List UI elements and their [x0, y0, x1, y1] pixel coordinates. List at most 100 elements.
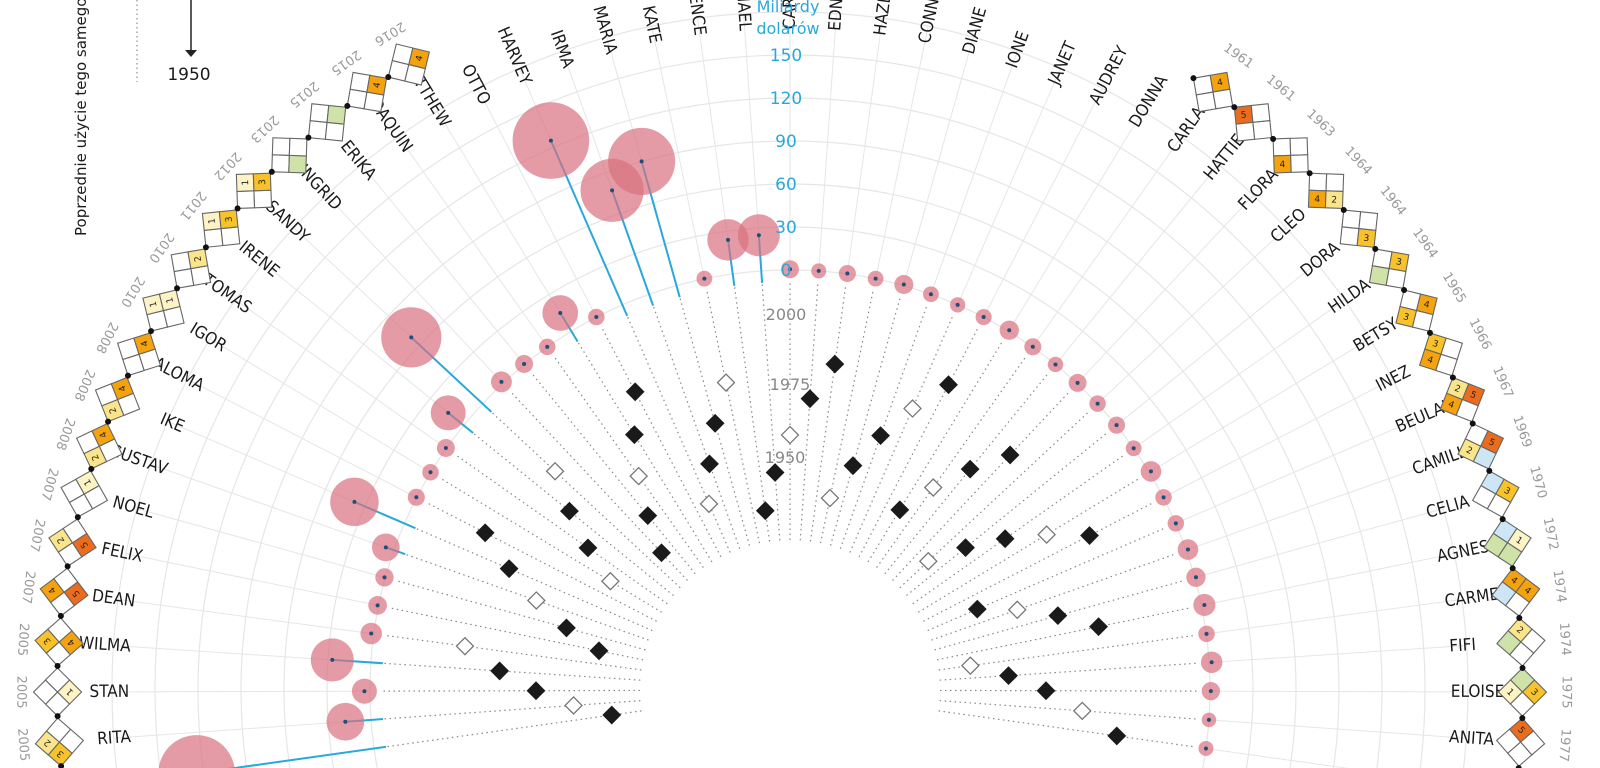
category-number: 3 — [224, 216, 235, 223]
box-corner-dot — [1509, 565, 1516, 572]
category-box: 4 — [344, 71, 388, 113]
category-number: 4 — [47, 584, 59, 595]
storm-name-label: ERIKA — [336, 137, 380, 185]
timeline-spoke — [938, 634, 1197, 671]
damage-bubble — [158, 735, 235, 768]
damage-bubble-center — [1209, 660, 1214, 665]
previous-use-marker — [960, 459, 980, 479]
storm-name-label: IRMA — [546, 28, 578, 72]
box-corner-dot — [124, 372, 131, 379]
previous-use-marker — [755, 501, 775, 521]
grid-spoke — [209, 338, 432, 473]
arrow-down-icon — [185, 50, 197, 57]
category-cell — [1504, 591, 1531, 617]
category-cell — [1235, 121, 1256, 142]
timeline-spoke — [425, 501, 657, 622]
damage-bubble-center — [443, 445, 448, 450]
category-number: 1 — [207, 218, 218, 225]
category-cell — [1212, 88, 1234, 110]
value-axis-title-line1: Miliardy — [757, 0, 820, 16]
previous-use-marker — [589, 641, 609, 661]
previous-use-marker — [843, 456, 863, 476]
category-cell — [187, 248, 209, 270]
category-cell — [236, 190, 256, 209]
timeline-spoke — [761, 280, 781, 541]
retirement-year: 1972 — [1540, 516, 1561, 551]
box-corner-dot — [344, 102, 351, 109]
damage-bubble-center — [369, 631, 374, 636]
category-cell — [1252, 120, 1273, 140]
damage-bubble-center — [383, 545, 388, 550]
timeline-spoke — [379, 689, 641, 692]
storm-name-label: CAROL — [780, 0, 800, 29]
category-box: 32 — [34, 717, 85, 768]
damage-bubbles — [158, 102, 1223, 768]
damage-bubble-center — [1203, 746, 1208, 751]
grid-spoke — [326, 194, 504, 384]
grid-spoke — [1201, 553, 1455, 607]
damage-bubble-center — [726, 237, 731, 242]
category-cell — [349, 71, 371, 93]
category-cell — [1435, 353, 1458, 377]
category-number: 1 — [1504, 687, 1515, 698]
category-number: 5 — [1469, 390, 1478, 401]
legend: Poprzednie użycie tego samego 1950 — [72, 0, 211, 236]
retirement-year: 1967 — [1489, 364, 1516, 400]
damage-bubble-center — [409, 335, 414, 340]
box-corner-dot — [1519, 665, 1526, 672]
category-cell — [1385, 267, 1407, 289]
grid-spoke — [903, 37, 974, 286]
box-corner-dot — [1401, 286, 1408, 293]
category-cell — [158, 289, 181, 312]
category-cell — [366, 74, 388, 96]
storm-name-label: DORA — [1297, 238, 1344, 282]
legend-arrow-year: 1950 — [167, 65, 210, 85]
grid-spoke — [1115, 262, 1317, 426]
previous-use-marker — [1107, 726, 1127, 746]
category-number: 3 — [1363, 234, 1370, 245]
box-corner-dot — [54, 713, 61, 720]
previous-use-marker — [700, 454, 719, 474]
category-box: 3 — [1368, 245, 1410, 289]
grid-spoke — [1008, 110, 1144, 332]
value-tick-label: 90 — [775, 132, 797, 152]
grid-spoke — [263, 262, 465, 426]
previous-use-marker — [638, 506, 658, 526]
category-box: 5 — [1231, 103, 1273, 142]
previous-use-marker — [578, 538, 598, 558]
damage-bubble-center — [382, 575, 387, 580]
timeline-spoke — [867, 339, 1004, 563]
category-cell — [45, 717, 72, 743]
category-cell — [271, 137, 291, 156]
category-cell — [408, 47, 431, 70]
category-number: 1 — [83, 477, 95, 487]
category-number: 4 — [140, 339, 151, 348]
category-number: 1 — [165, 296, 176, 304]
timeline-spoke — [829, 295, 902, 546]
timeline-spoke — [705, 288, 761, 544]
damage-bubble-center — [545, 344, 550, 349]
category-cell — [271, 154, 290, 173]
damage-bubble-center — [1193, 575, 1198, 580]
category-cell — [220, 226, 241, 247]
category-cell — [1290, 154, 1309, 173]
storm-name-label: CONNIE — [915, 0, 947, 45]
box-corner-dot — [1449, 374, 1456, 381]
value-tick-label: 150 — [770, 46, 802, 66]
value-axis: Miliardy dolarów 0 30 60 90 120 150 — [756, 0, 819, 281]
damage-bubble-center — [1131, 446, 1136, 451]
box-corner-dot — [105, 418, 112, 425]
storm-name-label: AUDREY — [1086, 42, 1133, 108]
timeline-axis: 1950 1975 2000 — [765, 305, 811, 467]
grid-spoke — [1133, 299, 1345, 449]
category-cell — [1508, 641, 1535, 667]
category-number: 4 — [1216, 78, 1224, 89]
grid-spoke — [1055, 164, 1219, 365]
box-corner-dot — [1469, 420, 1476, 427]
grid-spoke — [477, 88, 597, 318]
category-cell — [1472, 445, 1497, 470]
grid-spoke — [1185, 463, 1430, 551]
value-axis-title-line2: dolarów — [756, 19, 819, 38]
category-number: 4 — [1426, 355, 1435, 366]
category-box: 31 — [1497, 665, 1548, 717]
